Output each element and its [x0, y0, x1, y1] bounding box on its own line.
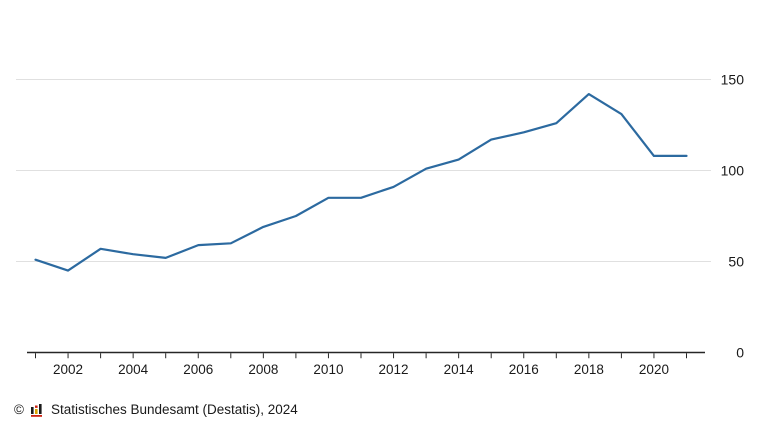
x-tick-label: 2012 — [379, 362, 409, 377]
x-tick-label: 2008 — [248, 362, 278, 377]
y-tick-label: 150 — [721, 72, 745, 88]
x-tick-label: 2014 — [444, 362, 475, 377]
y-tick-label: 0 — [736, 345, 744, 361]
x-tick-label: 2016 — [509, 362, 539, 377]
destatis-logo-icon — [30, 403, 42, 417]
y-tick-label: 50 — [728, 254, 744, 270]
x-tick-label: 2002 — [53, 362, 83, 377]
x-tick-label: 2004 — [118, 362, 149, 377]
source-footer: © Statistisches Bundesamt (Destatis), 20… — [14, 402, 298, 417]
copyright-symbol: © — [14, 402, 24, 417]
x-tick-label: 2010 — [313, 362, 343, 377]
x-tick-label: 2018 — [574, 362, 604, 377]
x-tick-label: 2006 — [183, 362, 213, 377]
y-tick-label: 100 — [721, 163, 745, 179]
source-text: Statistisches Bundesamt (Destatis), 2024 — [50, 402, 298, 417]
data-series-line — [34, 92, 688, 272]
x-tick-label: 2020 — [639, 362, 669, 377]
